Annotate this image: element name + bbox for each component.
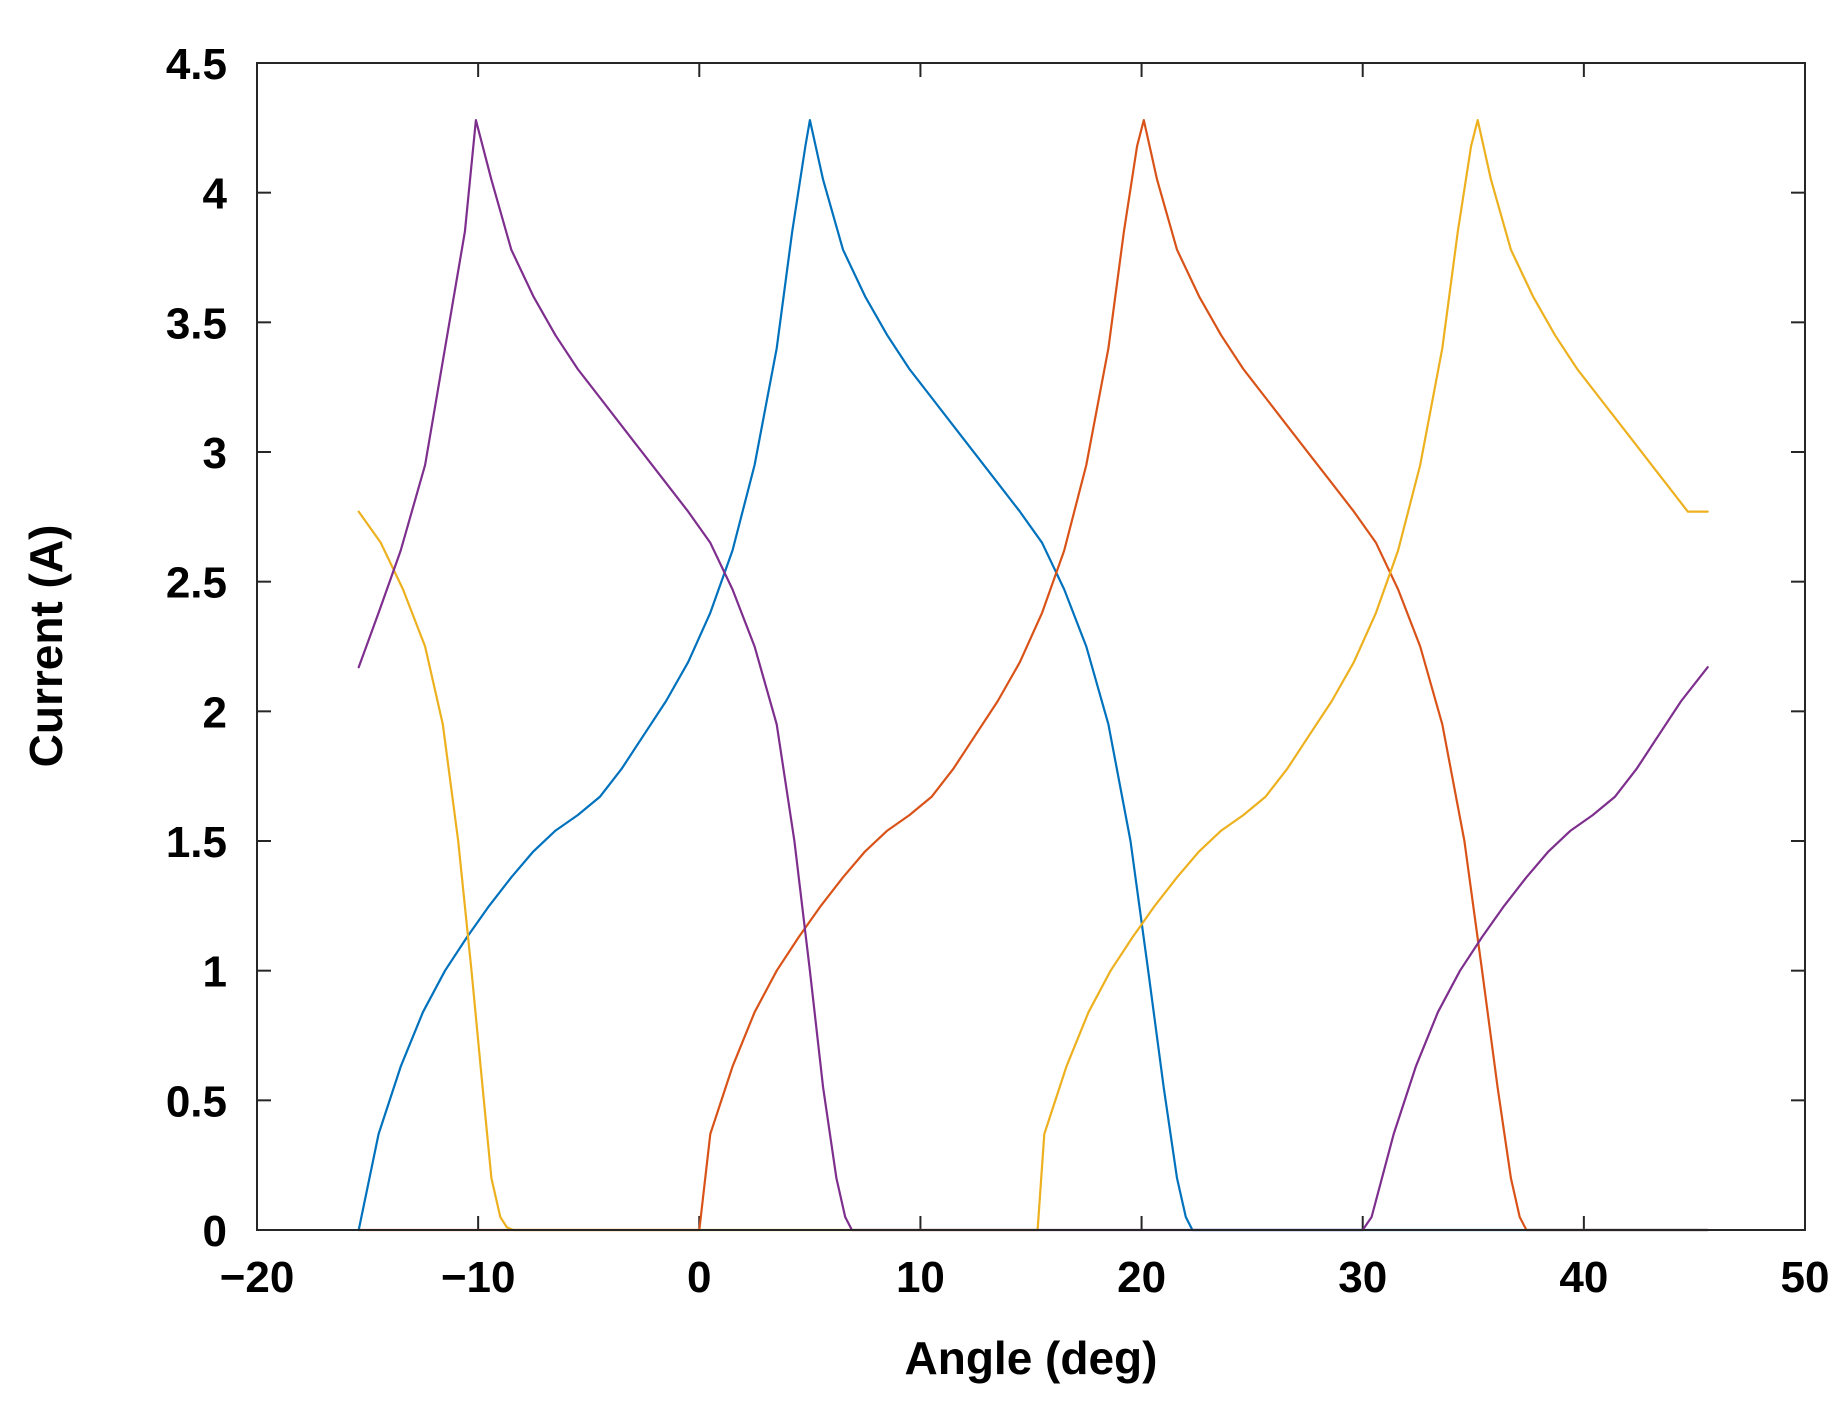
y-tick-label: 3 xyxy=(203,429,227,478)
x-tick-label: 50 xyxy=(1781,1253,1830,1302)
y-tick-label: 0.5 xyxy=(166,1077,227,1126)
y-tick-label: 1.5 xyxy=(166,818,227,867)
tick-marks xyxy=(256,62,1806,1231)
series-line-1 xyxy=(357,118,1709,1232)
series-line-3 xyxy=(357,118,1709,1232)
x-tick-label: 20 xyxy=(1117,1253,1166,1302)
x-tick-label: 40 xyxy=(1559,1253,1608,1302)
tick-labels: −20 −10 0 10 20 30 40 50 0 0.5 1 1.5 2 2.5 3 3.5 4 4.5 xyxy=(166,40,1830,1302)
y-tick-label: 2.5 xyxy=(166,559,227,608)
y-tick-label: 2 xyxy=(203,688,227,737)
y-axis-label: Current (A) xyxy=(20,525,72,768)
x-tick-label: −10 xyxy=(441,1253,516,1302)
x-tick-label: −20 xyxy=(220,1253,295,1302)
y-tick-label: 3.5 xyxy=(166,299,227,348)
x-axis-label: Angle (deg) xyxy=(905,1332,1158,1384)
y-tick-label: 0 xyxy=(203,1207,227,1256)
y-tick-label: 4.5 xyxy=(166,40,227,89)
x-tick-label: 10 xyxy=(896,1253,945,1302)
plot-area-frame xyxy=(256,62,1806,1231)
y-tick-label: 4 xyxy=(203,170,228,219)
series-line-4 xyxy=(357,118,1709,1232)
y-tick-label: 1 xyxy=(203,948,227,997)
x-tick-label: 0 xyxy=(687,1253,711,1302)
x-tick-label: 30 xyxy=(1338,1253,1387,1302)
series-line-2 xyxy=(357,118,1709,1232)
series-lines xyxy=(357,118,1709,1232)
